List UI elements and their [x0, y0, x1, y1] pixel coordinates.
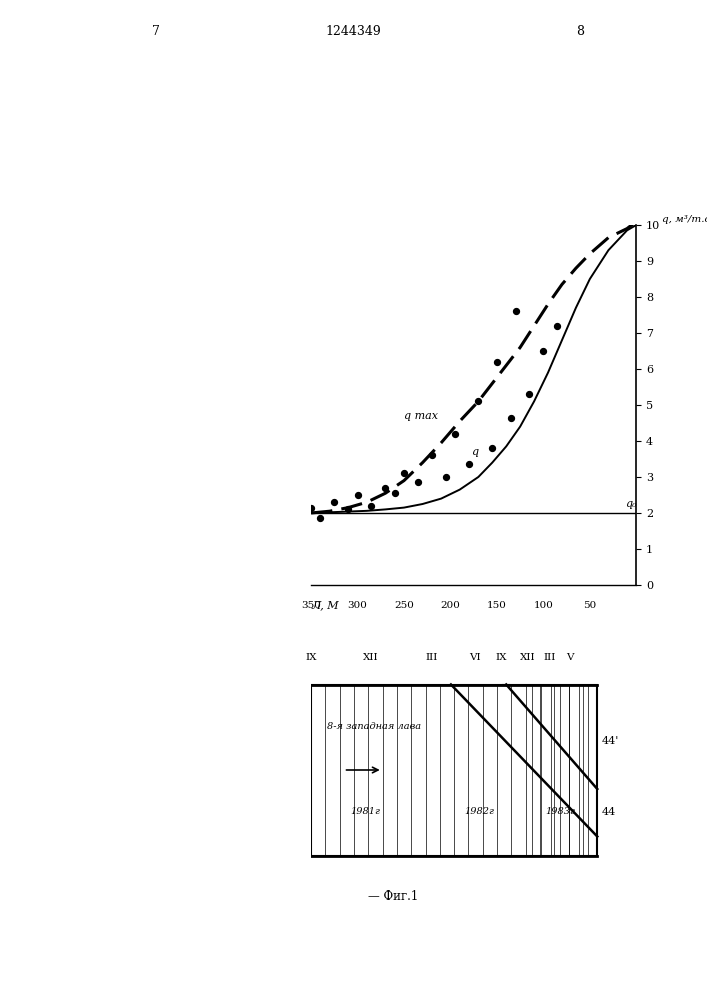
Text: 8-я западная лава: 8-я западная лава [327, 722, 421, 731]
Point [315, 510, 326, 526]
Point [398, 465, 409, 481]
Text: q max: q max [404, 411, 438, 421]
Text: — Фиг.1: — Фиг.1 [368, 890, 418, 903]
Text: 44': 44' [602, 736, 619, 746]
Point [329, 494, 340, 510]
Point [463, 456, 474, 472]
Point [510, 303, 521, 319]
Text: IX: IX [496, 654, 507, 663]
Point [473, 393, 484, 409]
Point [426, 447, 438, 463]
Point [389, 485, 400, 501]
Point [491, 354, 503, 370]
Text: 250: 250 [394, 600, 414, 609]
Text: 44: 44 [602, 807, 617, 817]
Text: 1244349: 1244349 [326, 25, 381, 38]
Text: Л, М: Л, М [311, 600, 339, 610]
Text: q₀: q₀ [625, 499, 637, 509]
Text: V: V [566, 654, 573, 663]
Text: 1983г: 1983г [545, 807, 575, 816]
Text: 7: 7 [151, 25, 160, 38]
Text: VI: VI [469, 654, 481, 663]
Text: 8: 8 [575, 25, 584, 38]
Point [524, 386, 535, 402]
Point [450, 426, 461, 442]
Text: III: III [425, 654, 438, 663]
Y-axis label: q, м³/т.с.б.м.: q, м³/т.с.б.м. [662, 214, 707, 224]
Point [352, 487, 363, 503]
Bar [311, 685, 597, 856]
Text: 150: 150 [487, 600, 507, 609]
Point [366, 498, 377, 514]
Text: IX: IX [305, 654, 317, 663]
Text: III: III [544, 654, 556, 663]
Text: q: q [471, 447, 478, 457]
Text: 1982г: 1982г [464, 807, 493, 816]
Text: XII: XII [363, 654, 379, 663]
Point [486, 440, 498, 456]
Point [412, 474, 423, 490]
Text: 50: 50 [583, 600, 597, 609]
Text: 100: 100 [534, 600, 554, 609]
Text: 350: 350 [301, 600, 321, 609]
Text: XII: XII [520, 654, 535, 663]
Point [305, 500, 317, 516]
Text: 300: 300 [348, 600, 368, 609]
Point [538, 343, 549, 359]
Point [343, 501, 354, 517]
Point [551, 318, 563, 334]
Point [380, 480, 391, 496]
Text: 1981г: 1981г [350, 807, 380, 816]
Text: 200: 200 [440, 600, 460, 609]
Point [506, 410, 517, 426]
Point [440, 469, 452, 485]
